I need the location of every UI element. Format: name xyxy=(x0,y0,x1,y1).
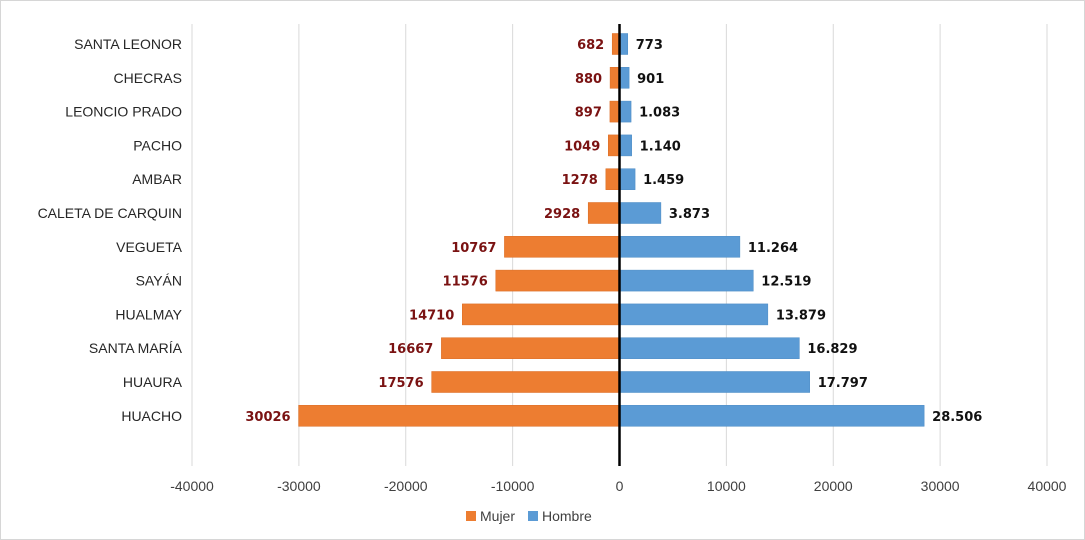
bar-hombre xyxy=(619,269,754,292)
legend-label: Mujer xyxy=(480,508,515,524)
x-tick-label: 0 xyxy=(616,478,624,494)
data-label-hombre: 1.140 xyxy=(640,139,681,154)
legend-label: Hombre xyxy=(542,508,592,524)
bar-mujer xyxy=(605,168,620,190)
bar-hombre xyxy=(619,100,632,123)
category-label: CHECRAS xyxy=(114,70,182,86)
x-tick-label: -20000 xyxy=(384,478,428,494)
bar-hombre xyxy=(619,134,632,157)
category-label: HUAURA xyxy=(123,374,183,390)
bar-hombre xyxy=(619,371,810,393)
x-tick-label: 40000 xyxy=(1028,478,1067,494)
x-tick-label: 20000 xyxy=(814,478,853,494)
category-label: PACHO xyxy=(133,137,182,153)
bar-mujer xyxy=(462,303,620,326)
data-label-mujer: 1278 xyxy=(562,173,598,188)
bar-hombre xyxy=(619,168,636,190)
data-label-mujer: 17576 xyxy=(378,376,423,391)
data-label-mujer: 10767 xyxy=(451,241,496,256)
bar-mujer xyxy=(609,100,620,123)
bar-hombre xyxy=(619,303,769,326)
legend-swatch xyxy=(466,511,476,521)
bar-mujer xyxy=(608,134,620,157)
bar-hombre xyxy=(619,337,800,359)
data-label-mujer: 1049 xyxy=(564,139,600,154)
data-label-mujer: 14710 xyxy=(409,308,454,323)
data-label-hombre: 12.519 xyxy=(761,275,811,290)
bar-hombre xyxy=(619,67,630,89)
bar-mujer xyxy=(495,269,620,292)
category-label: VEGUETA xyxy=(116,239,183,255)
data-label-mujer: 682 xyxy=(577,38,604,53)
data-label-mujer: 2928 xyxy=(544,207,580,222)
bar-mujer xyxy=(431,371,620,393)
data-label-hombre: 17.797 xyxy=(818,376,868,391)
bar-mujer xyxy=(504,236,620,258)
bar-hombre xyxy=(619,202,662,224)
data-label-hombre: 13.879 xyxy=(776,308,826,323)
data-label-hombre: 1.459 xyxy=(643,173,684,188)
category-label: AMBAR xyxy=(132,171,182,187)
category-labels: SANTA LEONOR CHECRAS LEONCIO PRADO PACHO AMB… xyxy=(38,36,183,424)
bar-mujer xyxy=(441,337,620,359)
data-label-hombre: 3.873 xyxy=(669,207,710,222)
legend[interactable]: Mujer Hombre xyxy=(466,508,592,524)
category-label: HUALMAY xyxy=(115,306,182,322)
x-tick-label: -30000 xyxy=(277,478,321,494)
category-label: HUACHO xyxy=(121,408,182,424)
legend-item-hombre[interactable]: Hombre xyxy=(528,508,592,524)
data-label-mujer: 30026 xyxy=(245,410,290,425)
data-labels: 682 773 880 901 897 1.083 1049 1.140 1278 1.459 29… xyxy=(245,38,982,425)
bar-hombre xyxy=(619,236,741,258)
x-tick-label: -40000 xyxy=(170,478,214,494)
data-label-hombre: 11.264 xyxy=(748,241,798,256)
data-label-hombre: 28.506 xyxy=(932,410,982,425)
data-label-hombre: 773 xyxy=(636,38,663,53)
data-label-mujer: 897 xyxy=(575,106,602,121)
data-label-mujer: 16667 xyxy=(388,342,433,357)
x-tick-labels: -40000 -30000 -20000 -10000 0 10000 20000 30000… xyxy=(170,478,1066,494)
data-label-hombre: 901 xyxy=(637,72,664,87)
bar-hombre xyxy=(619,405,925,427)
data-label-hombre: 1.083 xyxy=(639,106,680,121)
bar-mujer xyxy=(298,405,620,427)
category-label: SANTA MARÍA xyxy=(89,340,183,356)
category-label: SANTA LEONOR xyxy=(74,36,182,52)
category-label: CALETA DE CARQUIN xyxy=(38,205,182,221)
legend-swatch xyxy=(528,511,538,521)
x-tick-label: 10000 xyxy=(707,478,746,494)
x-tick-label: 30000 xyxy=(921,478,960,494)
data-label-hombre: 16.829 xyxy=(807,342,857,357)
legend-item-mujer[interactable]: Mujer xyxy=(466,508,515,524)
bars xyxy=(298,33,925,427)
category-label: LEONCIO PRADO xyxy=(65,104,182,120)
category-label: SAYÁN xyxy=(136,273,182,289)
data-label-mujer: 880 xyxy=(575,72,602,87)
x-tick-label: -10000 xyxy=(491,478,535,494)
data-label-mujer: 11576 xyxy=(443,275,488,290)
bar-mujer xyxy=(587,202,620,224)
bar-mujer xyxy=(609,67,620,89)
